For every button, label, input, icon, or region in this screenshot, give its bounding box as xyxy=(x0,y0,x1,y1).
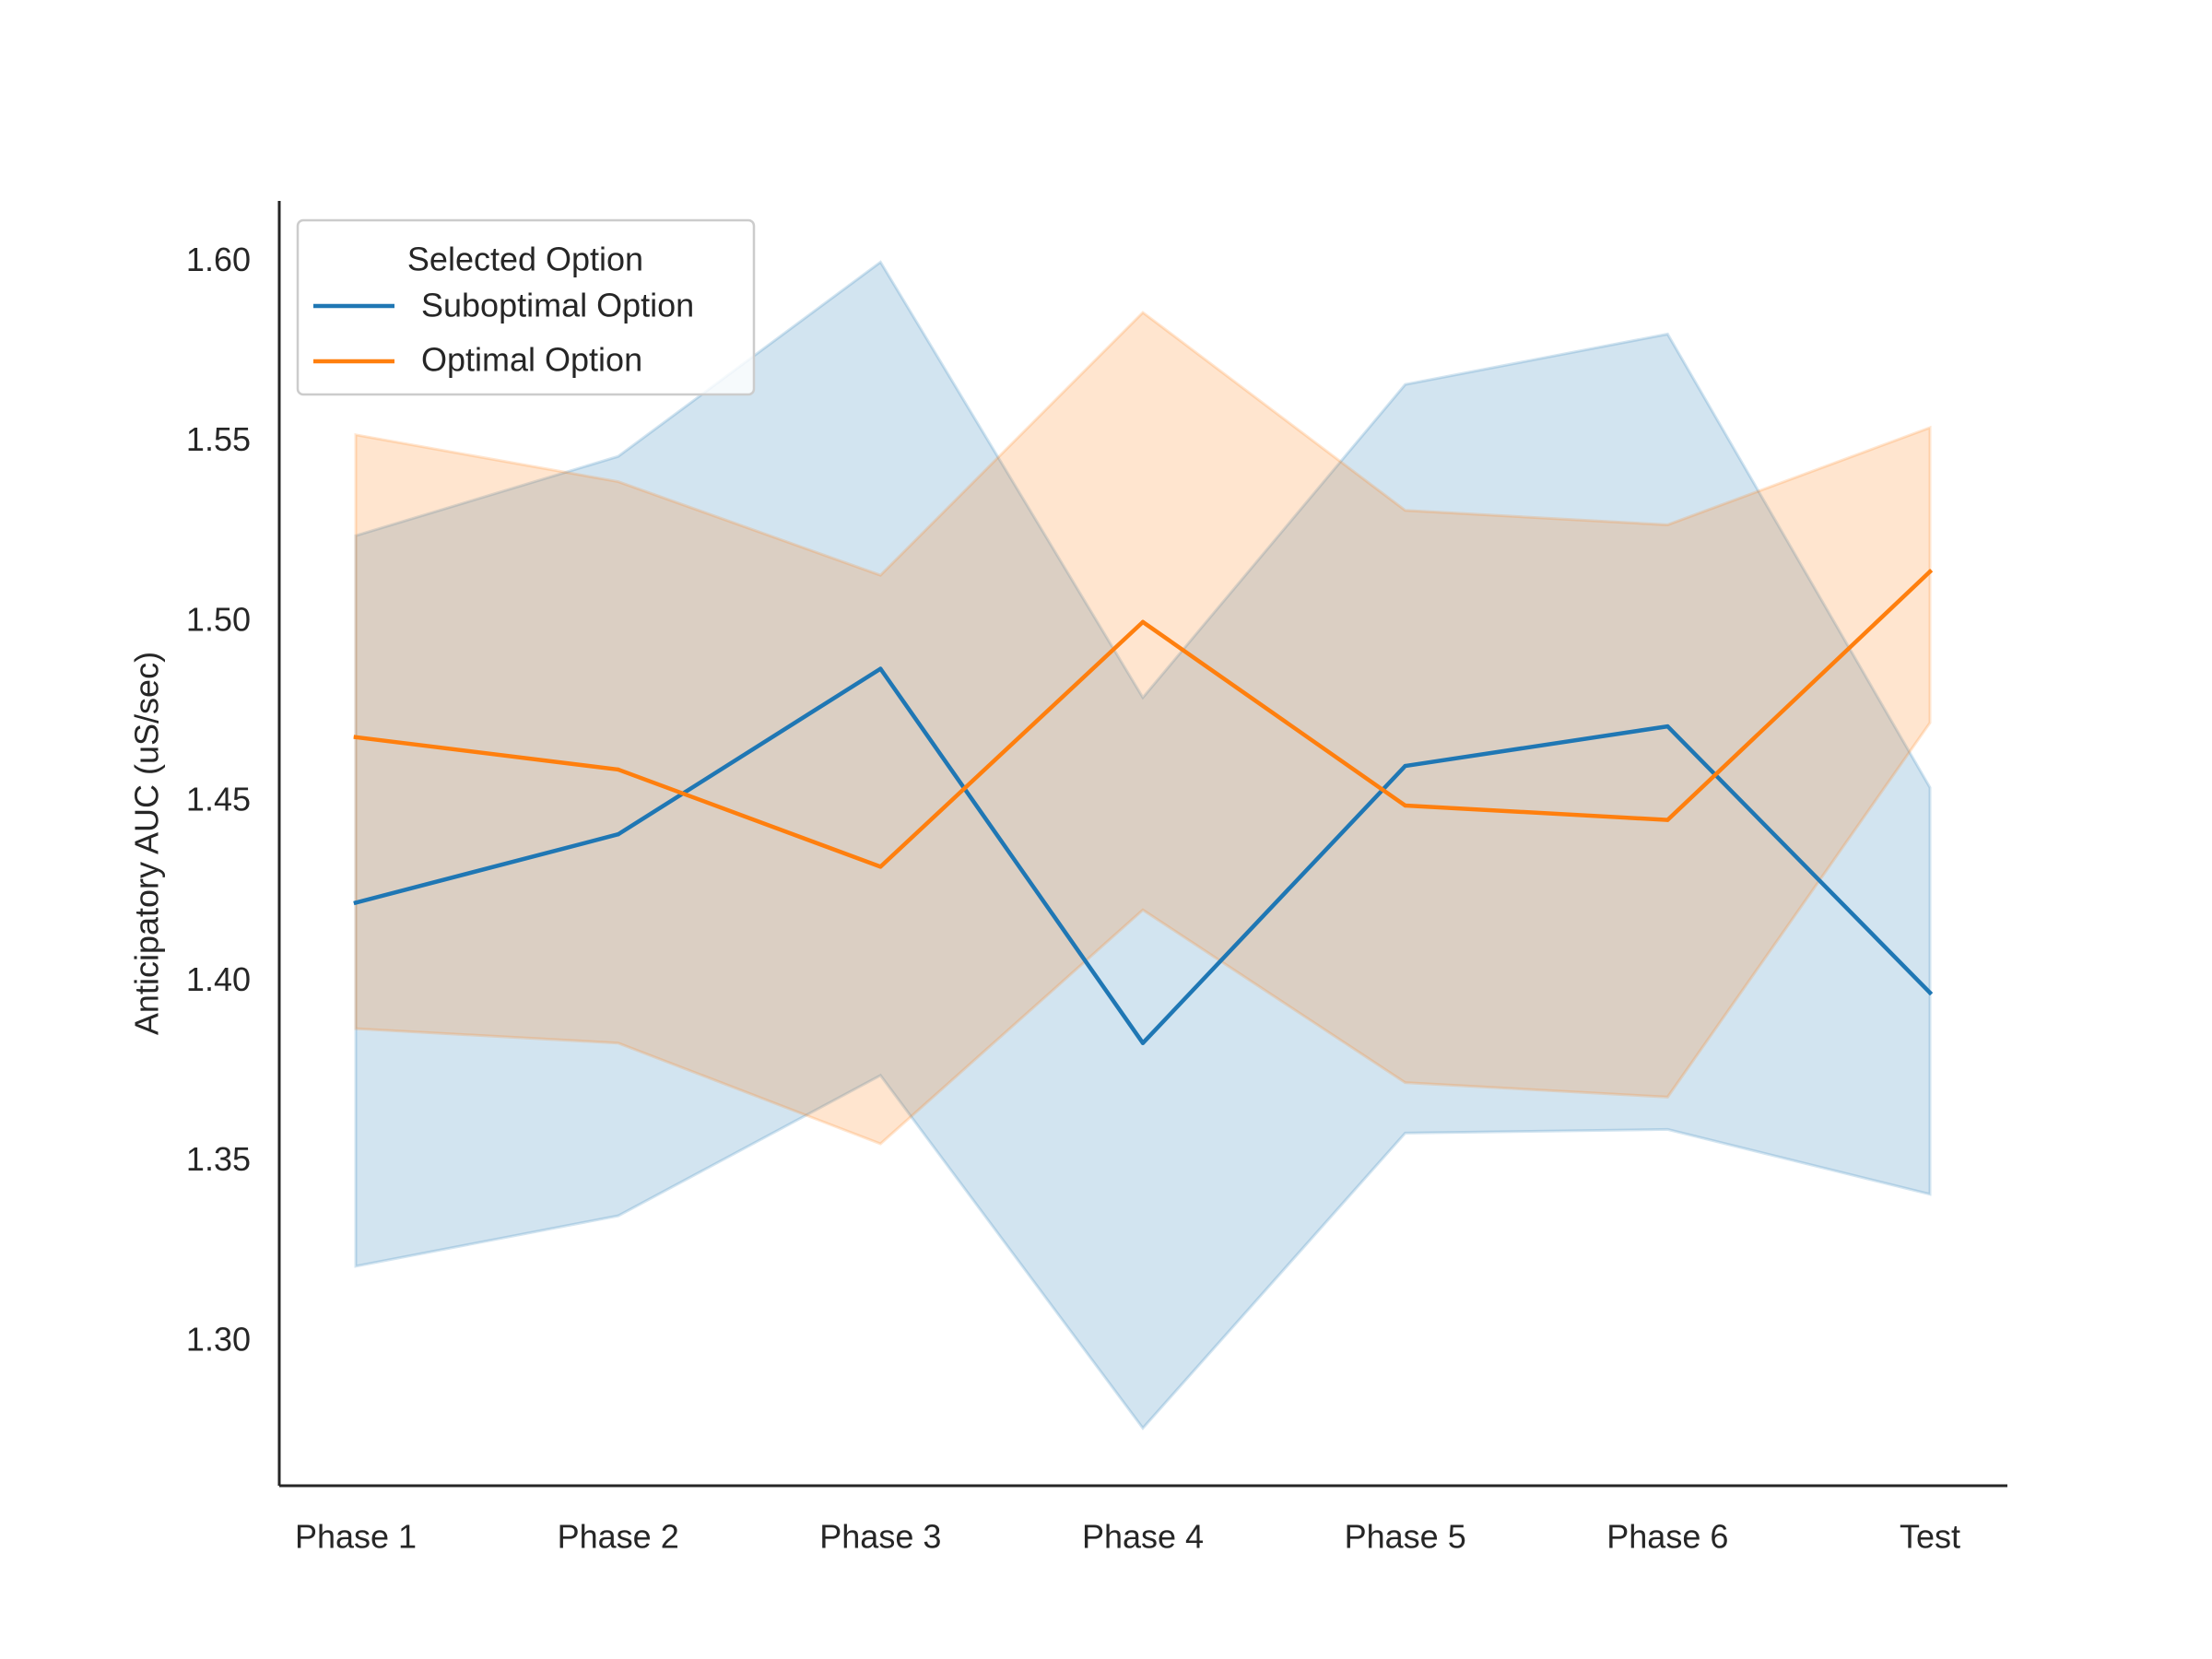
optimal-option-point xyxy=(353,735,359,740)
legend-label-suboptimal: Suboptimal Option xyxy=(421,287,694,324)
x-tick-label: Phase 3 xyxy=(819,1518,941,1556)
x-tick-label: Phase 4 xyxy=(1082,1518,1204,1556)
y-tick-label: 1.40 xyxy=(186,960,251,998)
legend-title: Selected Option xyxy=(407,241,643,278)
y-tick-label: 1.45 xyxy=(186,781,251,818)
y-tick-label: 1.35 xyxy=(186,1140,251,1178)
y-axis-label: Anticipatory AUC (uS/sec) xyxy=(128,652,166,1035)
y-tick-label: 1.30 xyxy=(186,1320,251,1358)
optimal-option-point xyxy=(1927,569,1933,574)
y-tick-labels: 1.30 1.35 1.40 1.45 1.50 1.55 1.60 xyxy=(186,241,251,1358)
suboptimal-option-point xyxy=(1403,763,1407,769)
optimal-option-point xyxy=(878,865,883,869)
legend-label-optimal: Optimal Option xyxy=(421,341,642,379)
confidence-bands xyxy=(354,260,1932,1430)
axes xyxy=(277,201,2007,1488)
y-tick-label: 1.50 xyxy=(186,600,251,638)
optimal-option-point xyxy=(616,767,620,772)
suboptimal-option-point xyxy=(1927,990,1933,995)
optimal-option-point xyxy=(1403,803,1407,808)
optimal-option-point xyxy=(1140,619,1146,625)
x-tick-label: Test xyxy=(1900,1518,1960,1556)
legend-box xyxy=(296,218,756,396)
legend: Selected Option Suboptimal Option Optima… xyxy=(296,218,756,396)
x-tick-labels: Phase 1 Phase 2 Phase 3 Phase 4 Phase 5 Phase… xyxy=(295,1518,1960,1556)
optimal-option-confidence-band xyxy=(354,311,1932,1146)
suboptimal-option-confidence-band xyxy=(354,260,1932,1430)
suboptimal-option-point xyxy=(878,666,883,671)
suboptimal-option-point xyxy=(1665,724,1670,729)
y-tick-label: 1.55 xyxy=(186,420,251,458)
series-lines xyxy=(353,569,1934,1045)
suboptimal-option-point xyxy=(616,832,620,837)
suboptimal-option-point xyxy=(1140,1041,1146,1045)
x-tick-label: Phase 1 xyxy=(295,1518,417,1556)
x-tick-label: Phase 2 xyxy=(558,1518,679,1556)
y-tick-label: 1.60 xyxy=(186,241,251,278)
x-tick-label: Phase 6 xyxy=(1606,1518,1728,1556)
optimal-option-point xyxy=(1665,818,1670,822)
suboptimal-option-point xyxy=(353,900,359,905)
x-tick-label: Phase 5 xyxy=(1345,1518,1466,1556)
